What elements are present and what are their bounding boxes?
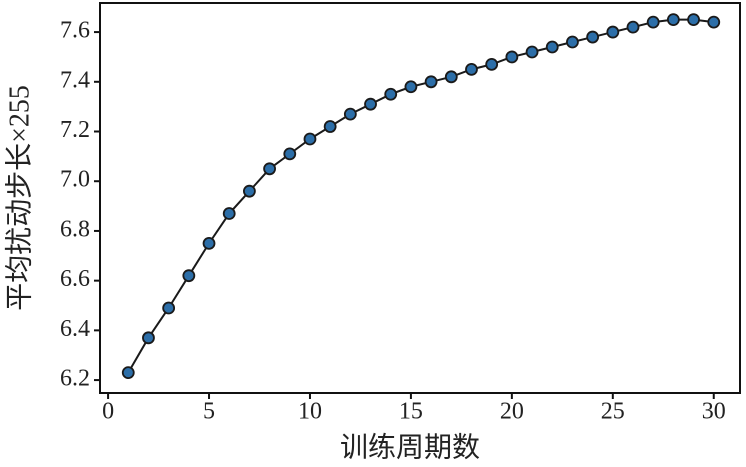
marker (263, 162, 276, 176)
marker (707, 15, 721, 29)
marker (465, 62, 478, 76)
y-tick-label: 7.6 (60, 18, 90, 44)
marker (687, 13, 700, 27)
marker (626, 20, 640, 34)
y-tick-label: 6.8 (60, 216, 90, 242)
marker (505, 50, 519, 64)
x-tick-label: 5 (203, 399, 215, 425)
marker (424, 75, 438, 89)
marker (606, 25, 620, 39)
y-axis-label: 平均扰动步长×255 (3, 85, 35, 311)
x-tick-label: 30 (702, 399, 726, 425)
y-tick-label: 7.2 (60, 117, 90, 143)
marker (545, 40, 559, 54)
marker (243, 184, 256, 198)
marker (323, 120, 337, 133)
marker (142, 331, 155, 345)
x-tick-label: 10 (298, 399, 322, 425)
marker (646, 15, 660, 29)
x-tick-label: 0 (102, 399, 114, 425)
marker (444, 70, 458, 84)
x-tick-label: 20 (500, 399, 524, 425)
marker (343, 107, 357, 121)
marker (162, 301, 176, 315)
marker (283, 147, 297, 161)
marker (586, 30, 600, 44)
x-tick-label: 15 (399, 399, 423, 425)
marker (303, 132, 317, 146)
marker (525, 45, 539, 59)
line (127, 18, 714, 374)
marker (404, 80, 418, 94)
y-tick-label: 7.0 (60, 167, 90, 193)
y-tick-label: 6.6 (60, 266, 90, 292)
marker (384, 87, 398, 101)
marker (666, 13, 680, 27)
x-tick-label: 25 (601, 399, 625, 425)
marker (222, 207, 236, 220)
marker (566, 35, 579, 49)
marker (485, 57, 499, 71)
y-tick-label: 6.2 (60, 366, 90, 392)
x-axis-label: 训练周期数 (340, 431, 480, 463)
y-tick-label: 6.4 (60, 316, 90, 342)
marker (121, 366, 135, 380)
y-tick-label: 7.4 (60, 67, 90, 93)
marker (364, 97, 377, 111)
marker (202, 236, 216, 250)
marker (182, 269, 196, 283)
plot-frame (99, 2, 741, 394)
